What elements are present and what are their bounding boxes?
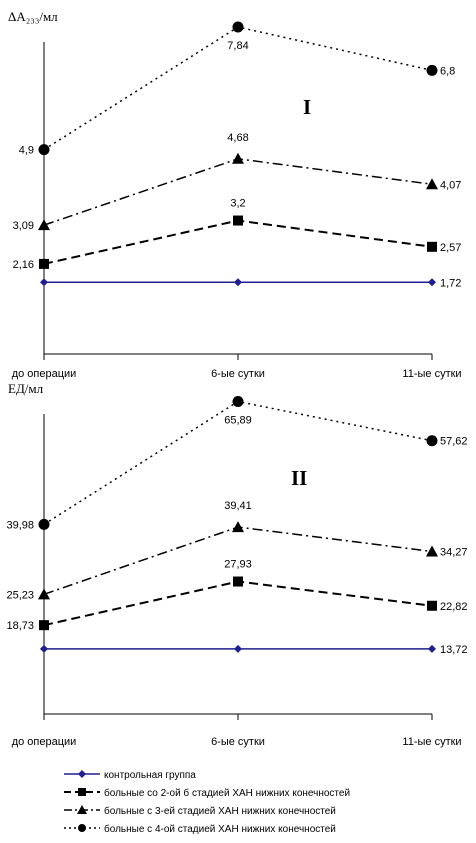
legend-item-stage-3: больные с 3-ей стадией ХАН нижних конечн… xyxy=(64,805,336,817)
chart-2-diamond-point xyxy=(40,644,48,653)
legend: контрольная группа больные со 2-ой б ста… xyxy=(64,770,350,835)
chart-2-triangle-point xyxy=(426,545,438,557)
chart-2-diamond-point xyxy=(428,644,436,653)
chart-1-plot-area: 1,72 2,16 3,2 2,57 3,09 4,68 4,07 4,9 7,84 6,8 xyxy=(13,21,461,289)
chart-1-data-label: 4,07 xyxy=(440,179,461,191)
chart-2-ylabel: ЕД/мл xyxy=(8,381,44,396)
chart-1-data-label: 2,57 xyxy=(440,242,461,254)
chart-1-data-label: 6,8 xyxy=(440,65,455,77)
chart-1-square-point xyxy=(39,258,49,269)
chart-2-data-label: 13,72 xyxy=(440,644,468,656)
circle-marker-icon xyxy=(78,824,86,832)
chart-1-data-label: 3,2 xyxy=(230,198,245,210)
chart-1-series-line xyxy=(43,219,433,265)
chart-2-data-label: 27,93 xyxy=(224,559,252,571)
chart-1-x-tick-label: до операции xyxy=(12,368,77,380)
chart-2-data-label: 57,62 xyxy=(440,436,468,448)
chart-2-data-label: 39,98 xyxy=(6,519,34,531)
chart-1-triangle-point xyxy=(232,152,244,164)
legend-item-control: контрольная группа xyxy=(64,770,196,781)
chart-1-panel-label: I xyxy=(303,95,311,119)
chart-2-data-label: 34,27 xyxy=(440,546,468,558)
square-marker-icon xyxy=(78,788,86,796)
chart-1-series-line xyxy=(43,158,433,226)
chart-1-diamond-point xyxy=(40,278,48,287)
chart-1-circle-point xyxy=(426,64,438,76)
chart-1-x-tick-label: 11-ые сутки xyxy=(402,368,461,380)
chart-1-data-label: 1,72 xyxy=(440,277,461,289)
chart-2-square-point xyxy=(233,576,243,587)
chart-2-square-point xyxy=(427,600,437,611)
chart-2-data-label: 25,23 xyxy=(6,589,34,601)
chart-2-series-line xyxy=(43,580,433,627)
chart-2-data-label: 39,41 xyxy=(224,500,252,512)
triangle-marker-icon xyxy=(77,805,87,814)
legend-item-stage-4: больные с 4-ой стадией ХАН нижних конечн… xyxy=(64,823,336,835)
legend-label: контрольная группа xyxy=(104,770,196,781)
chart-2-x-tick-label: 6-ые сутки xyxy=(211,736,265,748)
chart-1: ΔA₂₃₃/мл I до операции 6-ые сутки 11-ые … xyxy=(8,9,462,380)
chart-1-diamond-point xyxy=(234,278,242,287)
chart-1-data-label: 4,68 xyxy=(227,132,248,144)
chart-2: ЕД/мл II до операции 6-ые сутки 11-ые су… xyxy=(6,381,467,748)
chart-1-data-label: 3,09 xyxy=(13,220,34,232)
legend-label: больные с 4-ой стадией ХАН нижних конечн… xyxy=(104,823,336,835)
chart-2-x-tick-label: до операции xyxy=(12,736,77,748)
chart-2-plot-area: 13,72 18,73 27,93 22,82 25,23 39,41 34,27 39,98… xyxy=(6,395,468,656)
legend-item-stage-2b: больные со 2-ой б стадией ХАН нижних кон… xyxy=(64,787,350,799)
chart-2-data-label: 18,73 xyxy=(6,620,34,632)
chart-1-triangle-point xyxy=(426,178,438,190)
chart-1-data-label: 2,16 xyxy=(13,259,34,271)
chart-1-diamond-point xyxy=(428,278,436,287)
chart-1-data-label: 7,84 xyxy=(227,40,248,52)
chart-1-circle-point xyxy=(232,21,244,33)
diamond-marker-icon xyxy=(78,770,86,778)
chart-2-circle-point xyxy=(232,395,244,407)
legend-label: больные со 2-ой б стадией ХАН нижних кон… xyxy=(104,787,350,799)
chart-2-triangle-point xyxy=(38,588,50,600)
chart-2-circle-point xyxy=(38,518,50,530)
chart-2-circle-point xyxy=(426,435,438,447)
chart-1-data-label: 4,9 xyxy=(19,145,34,157)
chart-1-x-tick-label: 6-ые сутки xyxy=(211,368,265,380)
chart-1-ylabel: ΔA₂₃₃/мл xyxy=(8,9,58,24)
chart-2-panel-label: II xyxy=(291,466,307,490)
chart-1-square-point xyxy=(233,215,243,226)
chart-1-circle-point xyxy=(38,144,50,156)
chart-2-square-point xyxy=(39,620,49,631)
chart-2-x-tick-label: 11-ые сутки xyxy=(402,736,461,748)
chart-2-diamond-point xyxy=(234,644,242,653)
chart-1-triangle-point xyxy=(38,219,50,231)
chart-2-data-label: 65,89 xyxy=(224,414,252,426)
chart-2-triangle-point xyxy=(232,521,244,533)
legend-label: больные с 3-ей стадией ХАН нижних конечн… xyxy=(104,805,336,817)
chart-2-data-label: 22,82 xyxy=(440,601,468,613)
chart-1-square-point xyxy=(427,241,437,252)
